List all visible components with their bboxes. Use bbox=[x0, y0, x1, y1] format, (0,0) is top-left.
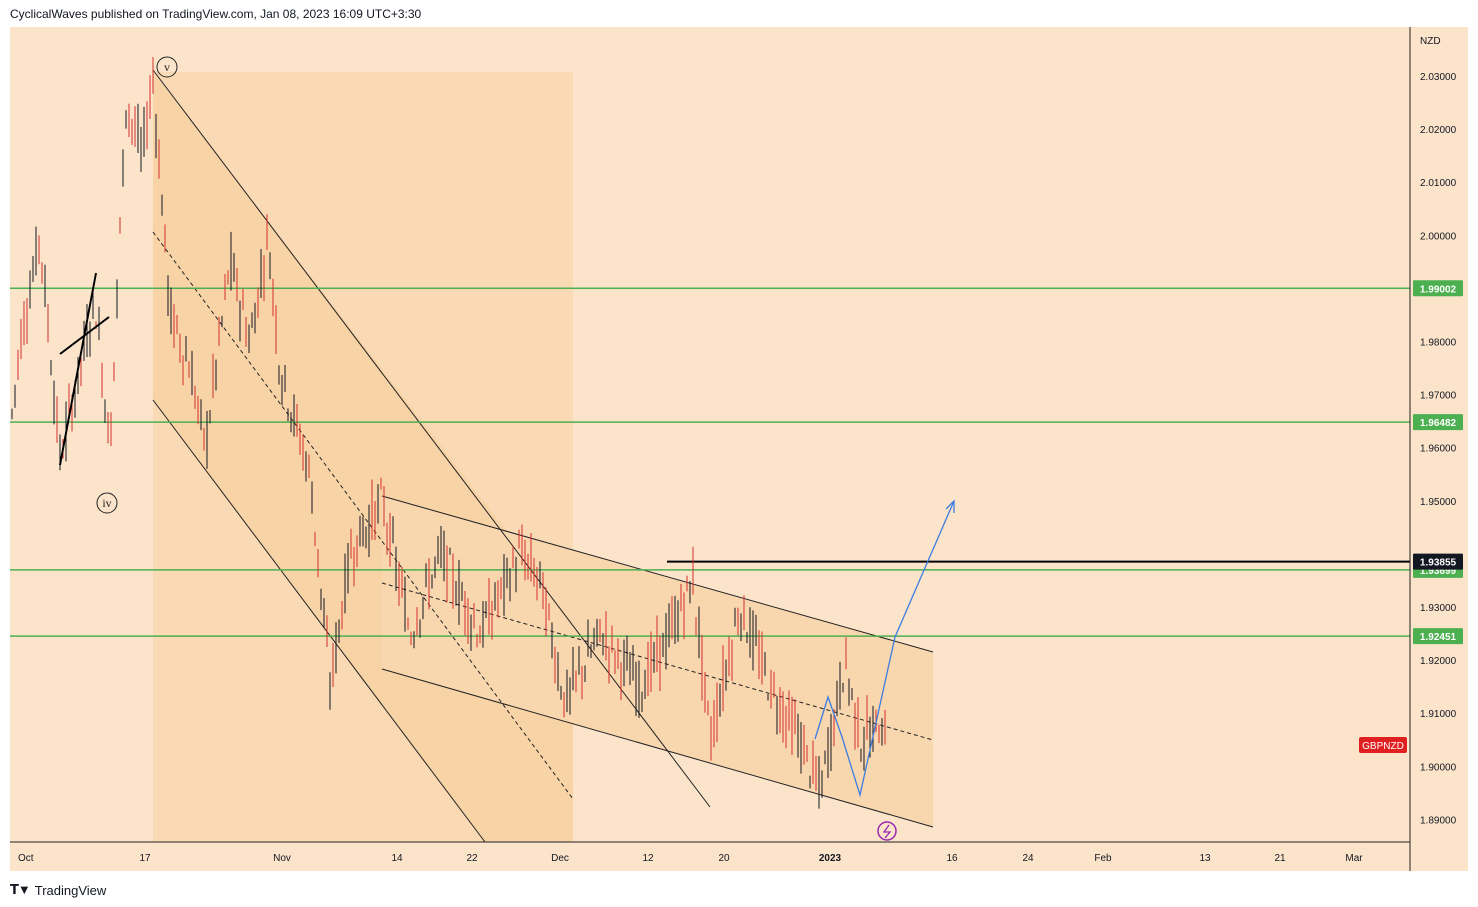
time-tick-label: Oct bbox=[18, 853, 34, 864]
time-tick-label: 16 bbox=[946, 853, 958, 864]
time-tick-label: 14 bbox=[391, 853, 403, 864]
price-tick-label: 2.01000 bbox=[1420, 178, 1457, 189]
price-tick-label: 1.89000 bbox=[1420, 815, 1457, 826]
price-tick-label: 2.00000 bbox=[1420, 231, 1457, 242]
price-tick-label: 1.91000 bbox=[1420, 709, 1457, 720]
wave-label: iv bbox=[102, 496, 111, 510]
level-price-badge: 1.93699 bbox=[1420, 566, 1457, 577]
price-tick-label: 1.97000 bbox=[1420, 391, 1457, 402]
time-tick-label: 20 bbox=[718, 853, 730, 864]
channel2-upper-line bbox=[381, 495, 934, 653]
lightning-icon bbox=[877, 821, 897, 841]
price-tick-label: 2.03000 bbox=[1420, 72, 1457, 83]
price-chart[interactable]: NZD 2.03000 2.02000 2.01000 2.00000 1.98000 1.… bbox=[10, 27, 1468, 871]
wave-label-circle bbox=[156, 56, 178, 78]
wave-label: v bbox=[164, 60, 170, 74]
level-price-badge: 1.96482 bbox=[1420, 418, 1457, 429]
footer: 𝗧▼ TradingView bbox=[10, 880, 106, 900]
price-tick-label: 2.02000 bbox=[1420, 125, 1457, 136]
level-price-badge-bg bbox=[1413, 414, 1463, 431]
wave-label-circle bbox=[96, 492, 118, 514]
time-tick-label: 21 bbox=[1274, 853, 1286, 864]
level-price-badge-bg bbox=[1413, 280, 1463, 297]
channel-mid-line bbox=[152, 231, 574, 800]
footer-brand[interactable]: TradingView bbox=[34, 882, 107, 898]
time-tick-label: 2023 bbox=[819, 853, 842, 864]
axis-currency: NZD bbox=[1420, 36, 1441, 47]
wedge-line bbox=[59, 272, 97, 466]
time-tick-label: 24 bbox=[1022, 853, 1034, 864]
level-price-badge-bg bbox=[1413, 628, 1463, 645]
price-tick-label: 1.95000 bbox=[1420, 497, 1457, 508]
price-tick-label: 1.90000 bbox=[1420, 762, 1457, 773]
channel-lower-line bbox=[152, 399, 486, 843]
chart-panel[interactable]: NZD 2.03000 2.02000 2.01000 2.00000 1.98000 1.… bbox=[10, 27, 1468, 871]
price-tick-label: 1.96000 bbox=[1420, 444, 1457, 455]
projection-path bbox=[814, 500, 955, 798]
resistance-price-badge: 1.93855 bbox=[1420, 558, 1457, 569]
projection-arrow-icon bbox=[945, 499, 955, 513]
wedge-line bbox=[59, 316, 110, 355]
lightning-bolt bbox=[882, 824, 892, 839]
time-tick-label: Mar bbox=[1345, 853, 1363, 864]
time-tick-label: 13 bbox=[1199, 853, 1211, 864]
channel2-lower-line bbox=[381, 668, 934, 828]
symbol-badge-bg bbox=[1359, 737, 1407, 754]
channel-upper-line bbox=[152, 69, 711, 808]
level-price-badge: 1.99002 bbox=[1420, 284, 1457, 295]
price-tick-label: 1.92000 bbox=[1420, 656, 1457, 667]
level-price-badge: 1.92451 bbox=[1420, 632, 1457, 643]
tradingview-logo-icon[interactable]: 𝗧▼ bbox=[10, 882, 31, 897]
price-tick-label: 1.98000 bbox=[1420, 338, 1457, 349]
time-tick-label: Nov bbox=[273, 853, 291, 864]
time-tick-label: 22 bbox=[466, 853, 478, 864]
time-tick-label: Feb bbox=[1094, 853, 1112, 864]
resistance-price-badge-bg bbox=[1413, 553, 1463, 570]
channel2-mid-line bbox=[381, 582, 934, 741]
price-tick-label: 1.93000 bbox=[1420, 603, 1457, 614]
published-caption: CyclicalWaves published on TradingView.c… bbox=[10, 7, 422, 21]
time-tick-label: Dec bbox=[551, 853, 569, 864]
time-tick-label: 12 bbox=[642, 853, 654, 864]
symbol-badge: GBPNZD bbox=[1362, 741, 1404, 752]
time-tick-label: 17 bbox=[139, 853, 151, 864]
